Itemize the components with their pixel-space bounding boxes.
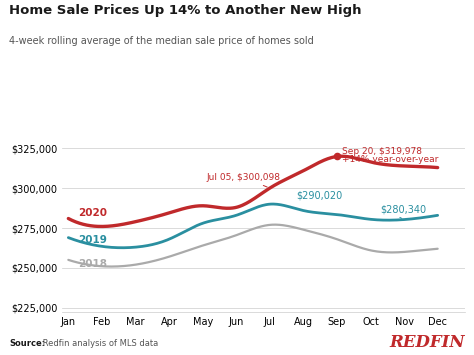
Text: REDFIN: REDFIN — [389, 334, 465, 351]
Text: Home Sale Prices Up 14% to Another New High: Home Sale Prices Up 14% to Another New H… — [9, 4, 362, 17]
Text: $290,020: $290,020 — [297, 190, 343, 200]
Text: Sep 20, $319,978: Sep 20, $319,978 — [342, 147, 422, 156]
Text: 2020: 2020 — [78, 208, 108, 218]
Text: +14% year-over-year: +14% year-over-year — [342, 155, 438, 164]
Text: Jul 05, $300,098: Jul 05, $300,098 — [206, 173, 280, 187]
Point — [333, 154, 341, 159]
Text: Redfin analysis of MLS data: Redfin analysis of MLS data — [40, 339, 158, 348]
Text: 2019: 2019 — [78, 235, 107, 245]
Text: $280,340: $280,340 — [381, 204, 427, 214]
Text: 2018: 2018 — [78, 259, 108, 269]
Text: 4-week rolling average of the median sale price of homes sold: 4-week rolling average of the median sal… — [9, 36, 314, 45]
Text: Source:: Source: — [9, 339, 46, 348]
